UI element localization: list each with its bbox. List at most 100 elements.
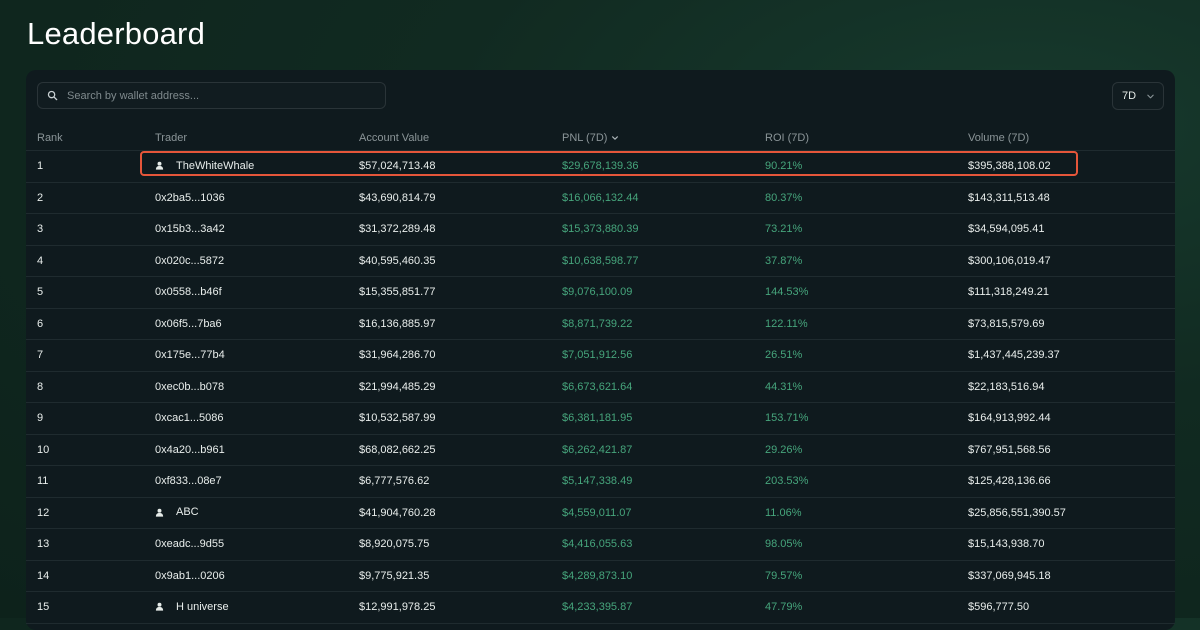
rank-cell: 15 [26,591,155,624]
search-box[interactable] [37,82,386,109]
trader-address[interactable]: 0x020c...5872 [155,254,225,267]
trader-cell: 0x15b3...3a42 [155,213,359,246]
table-row[interactable]: 7 0x175e...77b4 $31,964,286.70 $7,051,912.5… [26,339,1175,372]
trader-cell: 0x2ba5...1036 [155,182,359,214]
pnl-cell: $15,373,880.39 [562,213,765,246]
table-row[interactable]: 14 0x9ab1...0206 $9,775,921.35 $4,289,873.1… [26,560,1175,592]
column-header-pnl-label: PNL (7D) [562,132,608,144]
user-icon [155,161,164,170]
account-value-cell: $12,991,978.25 [359,591,562,624]
roi-cell: 80.37% [765,182,968,214]
trader-cell: 0x4a20...b961 [155,434,359,466]
pnl-cell: $7,051,912.56 [562,339,765,372]
account-value-cell: $9,775,921.35 [359,560,562,592]
trader-address[interactable]: 0x0558...b46f [155,286,222,299]
account-value-cell: $16,136,885.97 [359,308,562,340]
trader-cell: 0x0558...b46f [155,276,359,309]
trader-cell: H universe [155,591,359,624]
rank-cell: 12 [26,497,155,529]
rank-cell: 2 [26,182,155,214]
trader-name[interactable]: ABC [155,506,199,518]
period-dropdown[interactable]: 7D [1112,82,1164,110]
trader-address[interactable]: 0xf833...08e7 [155,475,222,488]
volume-cell: $395,388,108.02 [968,150,1175,183]
rank-cell: 3 [26,213,155,246]
account-value-cell: $41,904,760.28 [359,497,562,529]
table-row[interactable]: 13 0xeadc...9d55 $8,920,075.75 $4,416,055.6… [26,528,1175,561]
leaderboard-panel: 7D Rank Trader Account Value PNL (7D) RO… [26,70,1175,630]
user-icon [155,508,164,517]
trader-address[interactable]: 0xcac1...5086 [155,412,224,425]
rank-cell: 1 [26,150,155,183]
roi-cell: 153.71% [765,402,968,435]
trader-address[interactable]: 0x06f5...7ba6 [155,317,222,330]
table-row[interactable]: 2 0x2ba5...1036 $43,690,814.79 $16,066,132.… [26,182,1175,214]
chevron-down-icon [1147,94,1154,98]
table-row[interactable]: 8 0xec0b...b078 $21,994,485.29 $6,673,621.6… [26,371,1175,403]
column-header-account-value[interactable]: Account Value [359,126,562,151]
trader-cell: 0xcac1...5086 [155,402,359,435]
rank-cell: 11 [26,465,155,498]
account-value-cell: $6,777,576.62 [359,465,562,498]
trader-cell: 0xf833...08e7 [155,465,359,498]
roi-cell: 90.21% [765,150,968,183]
pnl-cell: $9,076,100.09 [562,276,765,309]
table-row[interactable]: 3 0x15b3...3a42 $31,372,289.48 $15,373,880.… [26,213,1175,246]
trader-label: TheWhiteWhale [176,159,255,172]
rank-cell: 10 [26,434,155,466]
column-header-roi[interactable]: ROI (7D) [765,126,968,151]
table-row[interactable]: 1 TheWhiteWhale $57,024,713.48 $29,678,139.… [26,150,1175,183]
trader-name[interactable]: TheWhiteWhale [155,160,254,172]
roi-cell: 11.06% [765,497,968,529]
table-row[interactable]: 10 0x4a20...b961 $68,082,662.25 $6,262,421.… [26,434,1175,466]
trader-label: ABC [176,506,199,518]
trader-address[interactable]: 0xeadc...9d55 [155,538,225,551]
account-value-cell: $10,532,587.99 [359,402,562,435]
table-row[interactable]: 11 0xf833...08e7 $6,777,576.62 $5,147,338.4… [26,465,1175,498]
table-row[interactable]: 5 0x0558...b46f $15,355,851.77 $9,076,100.0… [26,276,1175,309]
rank-cell: 8 [26,371,155,403]
table-row[interactable]: 6 0x06f5...7ba6 $16,136,885.97 $8,871,739.2… [26,308,1175,340]
volume-cell: $34,594,095.41 [968,213,1175,246]
trader-address[interactable]: 0xec0b...b078 [155,380,225,393]
roi-cell: 203.53% [765,465,968,498]
trader-address[interactable]: 0x175e...77b4 [155,349,225,362]
column-header-rank[interactable]: Rank [26,126,155,151]
rank-cell: 14 [26,560,155,592]
volume-cell: $767,951,568.56 [968,434,1175,466]
table-body: 1 TheWhiteWhale $57,024,713.48 $29,678,139.… [26,150,1175,624]
column-header-pnl[interactable]: PNL (7D) [562,126,765,151]
table-row[interactable]: 12 ABC $41,904,760.28 $4,559,011.07 11.06% $2… [26,497,1175,529]
column-header-trader[interactable]: Trader [155,126,359,151]
account-value-cell: $68,082,662.25 [359,434,562,466]
trader-cell: 0x020c...5872 [155,245,359,277]
table-header-row: Rank Trader Account Value PNL (7D) ROI (… [26,126,1175,151]
volume-cell: $22,183,516.94 [968,371,1175,403]
trader-name[interactable]: H universe [155,601,229,613]
roi-cell: 98.05% [765,528,968,561]
trader-address[interactable]: 0x2ba5...1036 [155,191,225,204]
roi-cell: 73.21% [765,213,968,246]
volume-cell: $25,856,551,390.57 [968,497,1175,529]
trader-address[interactable]: 0x9ab1...0206 [155,569,225,582]
account-value-cell: $15,355,851.77 [359,276,562,309]
page-title: Leaderboard [27,16,206,51]
trader-cell: 0x9ab1...0206 [155,560,359,592]
roi-cell: 47.79% [765,591,968,624]
trader-cell: ABC [155,497,359,529]
trader-cell: TheWhiteWhale [155,150,359,183]
table-row[interactable]: 9 0xcac1...5086 $10,532,587.99 $6,381,181.9… [26,402,1175,435]
table-row[interactable]: 4 0x020c...5872 $40,595,460.35 $10,638,598.… [26,245,1175,277]
trader-cell: 0xeadc...9d55 [155,528,359,561]
trader-address[interactable]: 0x15b3...3a42 [155,223,225,236]
account-value-cell: $43,690,814.79 [359,182,562,214]
column-header-volume[interactable]: Volume (7D) [968,126,1175,151]
volume-cell: $143,311,513.48 [968,182,1175,214]
volume-cell: $164,913,992.44 [968,402,1175,435]
table-row[interactable]: 15 H universe $12,991,978.25 $4,233,395.87 4… [26,591,1175,624]
trader-label: H universe [176,600,229,613]
search-input[interactable] [65,88,369,103]
volume-cell: $596,777.50 [968,591,1175,624]
account-value-cell: $57,024,713.48 [359,150,562,183]
trader-address[interactable]: 0x4a20...b961 [155,443,225,456]
